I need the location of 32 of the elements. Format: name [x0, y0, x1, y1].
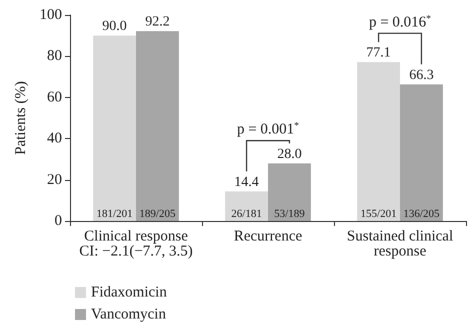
y-tick-label: 80: [47, 48, 62, 64]
data-label: 90.0: [102, 19, 127, 34]
bar: [93, 36, 136, 221]
legend-label: Vancomycin: [91, 306, 166, 322]
annotation: p = 0.001$^{*}$: [236, 120, 300, 138]
data-label: 77.1: [366, 46, 391, 61]
annotation: 189/205: [139, 208, 176, 220]
x-tick-label: Clinical response CI: −2.1(−7.7, 3.5): [79, 228, 193, 260]
annotation: 53/189: [274, 208, 306, 220]
bar: [268, 163, 311, 221]
y-tick-label: 100: [40, 7, 62, 23]
data-label: 66.3: [409, 68, 434, 83]
annotation: p = 0.016$^{*}$: [368, 12, 432, 30]
annotation: 136/205: [403, 208, 440, 220]
data-label: 28.0: [277, 146, 302, 162]
x-tick-label: Recurrence: [234, 228, 302, 244]
bar: [225, 191, 268, 221]
x-tick-label: Sustained clinical response: [346, 228, 454, 260]
bar: [136, 31, 179, 221]
y-axis-title: Patients (%): [13, 81, 30, 155]
legend-label: Fidaxomicin: [91, 284, 168, 300]
bar: [400, 84, 443, 221]
annotation: 181/201: [96, 208, 133, 220]
annotation: 26/181: [231, 208, 262, 220]
y-tick-label: 40: [47, 130, 62, 147]
annotation: 155/201: [360, 208, 397, 220]
y-tick-label: 20: [47, 172, 62, 188]
y-tick-label: 0: [54, 213, 62, 229]
data-label: 14.4: [234, 174, 259, 190]
data-label: 92.2: [145, 14, 170, 30]
bar: [357, 62, 400, 221]
y-tick-label: 60: [47, 89, 62, 106]
